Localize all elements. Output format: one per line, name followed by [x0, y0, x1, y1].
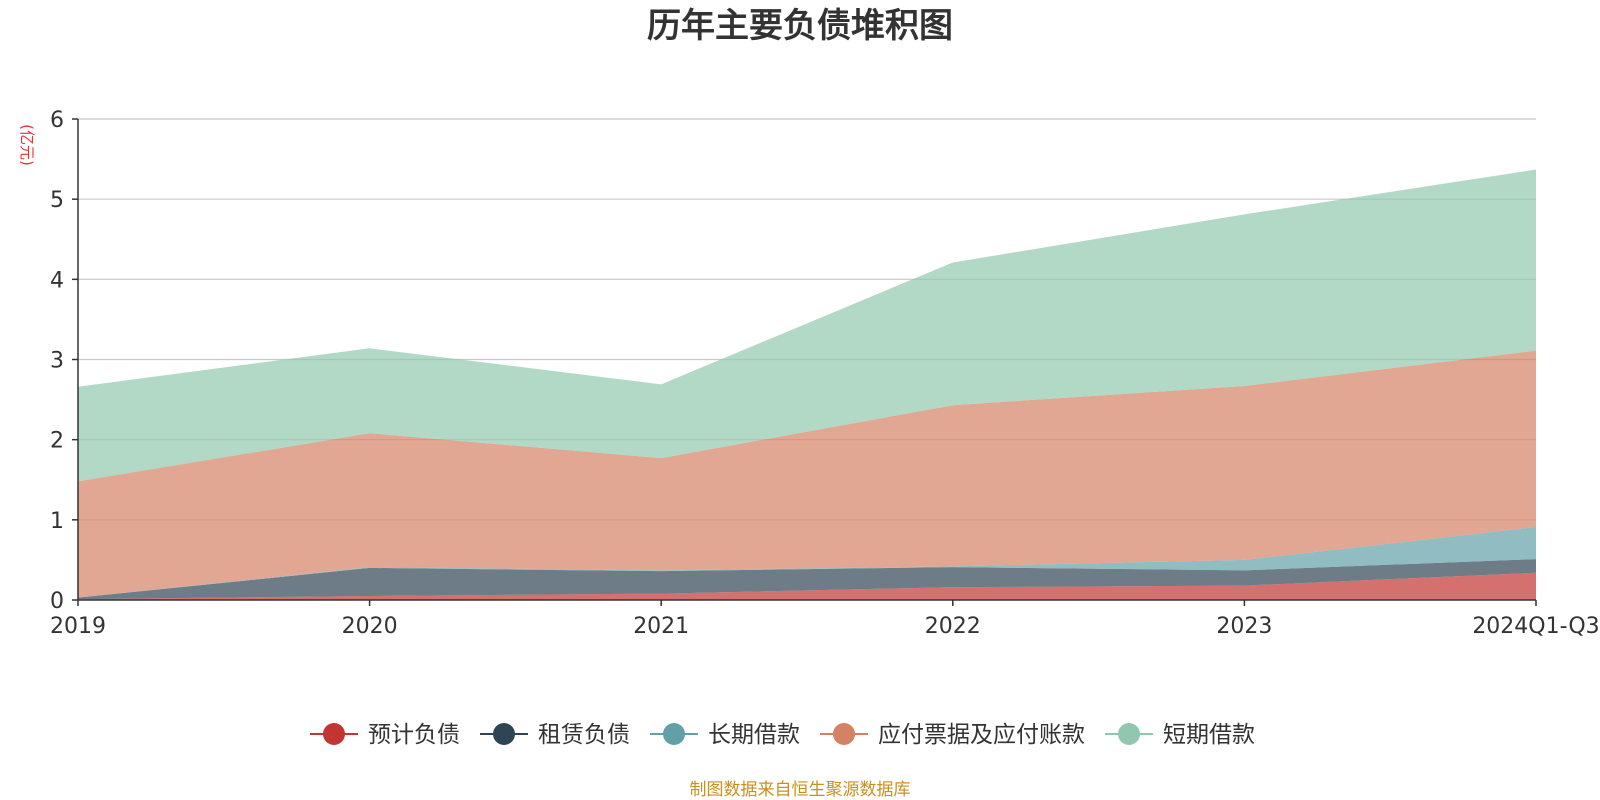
area-series-2 — [78, 527, 1536, 598]
y-tick-label: 4 — [50, 268, 64, 293]
x-axis-ticks: 2019 2020 2021 2022 2023 2024Q1-Q3 — [50, 600, 1600, 639]
legend-circle-icon — [833, 723, 855, 745]
y-tick-label: 5 — [50, 188, 64, 213]
area-series-0 — [78, 572, 1536, 600]
legend-circle-icon — [493, 723, 515, 745]
y-tick-label: 2 — [50, 429, 64, 454]
legend: 预计负债 租赁负债 长期借款 应付票据及应付账款 短期借款 — [310, 722, 1255, 748]
y-axis-ticks: 0 1 2 3 4 5 6 — [50, 108, 78, 614]
legend-item-4[interactable]: 短期借款 — [1105, 722, 1255, 748]
x-tick-label: 2020 — [342, 614, 398, 639]
legend-label: 短期借款 — [1163, 722, 1255, 748]
legend-item-2[interactable]: 长期借款 — [650, 722, 800, 748]
data-source-note: 制图数据来自恒生聚源数据库 — [690, 780, 911, 800]
x-tick-label: 2022 — [925, 614, 981, 639]
legend-item-3[interactable]: 应付票据及应付账款 — [820, 722, 1085, 748]
chart-title: 历年主要负债堆积图 — [647, 6, 953, 46]
y-axis-unit-label: (亿元) — [18, 124, 36, 166]
y-tick-label: 6 — [50, 108, 64, 133]
x-tick-label: 2024Q1-Q3 — [1472, 614, 1599, 639]
y-tick-label: 3 — [50, 349, 64, 374]
legend-circle-icon — [663, 723, 685, 745]
area-series-3 — [78, 350, 1536, 598]
legend-circle-icon — [1118, 723, 1140, 745]
legend-label: 租赁负债 — [538, 722, 630, 748]
y-tick-label: 1 — [50, 509, 64, 534]
area-series-1 — [78, 559, 1536, 600]
x-tick-label: 2019 — [50, 614, 106, 639]
area-series-group — [78, 169, 1536, 600]
legend-label: 长期借款 — [708, 722, 800, 748]
legend-label: 预计负债 — [368, 722, 460, 748]
x-tick-label: 2021 — [633, 614, 689, 639]
y-tick-label: 0 — [50, 589, 64, 614]
legend-item-1[interactable]: 租赁负债 — [480, 722, 630, 748]
legend-circle-icon — [323, 723, 345, 745]
x-tick-label: 2023 — [1216, 614, 1272, 639]
area-series-4 — [78, 169, 1536, 482]
legend-label: 应付票据及应付账款 — [878, 722, 1085, 748]
legend-item-0[interactable]: 预计负债 — [310, 722, 460, 748]
